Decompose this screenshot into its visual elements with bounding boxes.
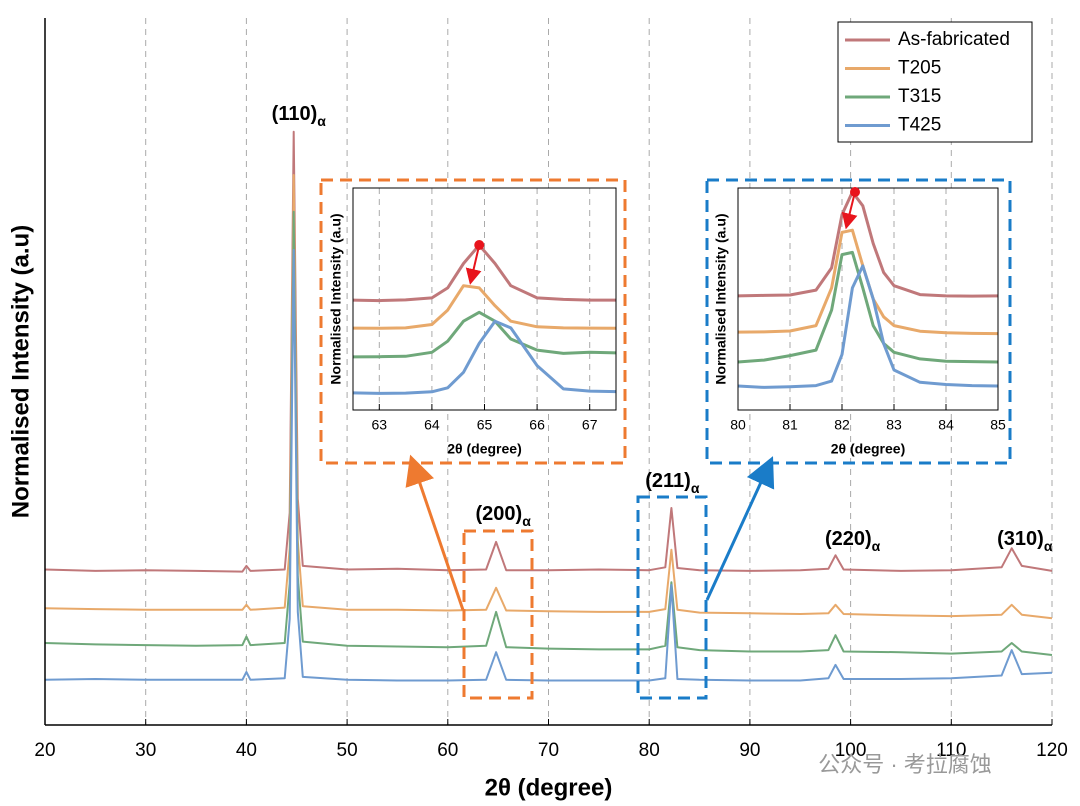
peak-label: (310)α — [997, 528, 1053, 553]
x-tick-label: 70 — [538, 740, 559, 761]
inset-box — [319, 178, 627, 465]
inset-x-title: 2θ (degree) — [831, 441, 905, 457]
legend-label: T425 — [898, 115, 941, 136]
peak-shift-arrow — [465, 244, 482, 285]
x-tick-label: 30 — [135, 740, 156, 761]
x-tick-label: 90 — [739, 740, 760, 761]
x-tick-label: 63 — [372, 417, 388, 433]
legend-label: T315 — [898, 86, 941, 107]
data-line — [737, 250, 999, 364]
inset-y-title: Normalised Intensity (a.u) — [713, 213, 729, 384]
peak-label: (220)α — [825, 528, 881, 553]
x-axis-title: 2θ (degree) — [485, 774, 613, 801]
x-tick-label: 20 — [34, 740, 55, 761]
callout-arrow — [705, 456, 775, 601]
highlight-box — [636, 495, 708, 700]
data-line — [44, 130, 1053, 573]
x-tick-label: 50 — [337, 740, 358, 761]
legend-box — [837, 21, 1033, 143]
peak-label: (200)α — [476, 503, 532, 528]
peak-label-text: (211) — [645, 470, 691, 492]
peak-label-text: (310) — [997, 528, 1044, 550]
inset-x-title: 2θ (degree) — [447, 441, 521, 457]
x-tick-label: 120 — [1036, 740, 1068, 761]
x-tick-label: 100 — [835, 740, 867, 761]
peak-label-text: (220) — [825, 528, 872, 550]
peak-label-sub: α — [522, 513, 531, 529]
x-tick-label: 64 — [424, 417, 440, 433]
inset-box — [705, 178, 1012, 465]
x-tick-label: 40 — [236, 740, 257, 761]
x-tick-label: 80 — [730, 417, 746, 433]
x-tick-label: 65 — [477, 417, 493, 433]
data-line — [44, 210, 1053, 656]
peak-label-sub: α — [872, 537, 881, 553]
x-tick-label: 67 — [582, 417, 598, 433]
x-tick-label: 85 — [990, 417, 1006, 433]
peak-marker — [850, 186, 860, 197]
data-line — [44, 174, 1053, 620]
highlight-box — [462, 529, 534, 700]
inset-y-title: Normalised Intensity (a.u) — [328, 213, 344, 384]
data-line — [737, 190, 999, 298]
data-line — [44, 248, 1053, 682]
y-axis-title: Normalised Intensity (a.u) — [7, 225, 34, 518]
data-line — [352, 310, 617, 359]
legend-label: T205 — [898, 58, 941, 79]
peak-label-sub: α — [1044, 537, 1053, 553]
inset-frame — [352, 187, 617, 411]
x-tick-label: 84 — [938, 417, 954, 433]
peak-shift-arrow — [841, 191, 858, 230]
peak-label-sub: α — [317, 113, 326, 129]
data-line — [737, 264, 999, 389]
peak-label-sub: α — [691, 479, 700, 495]
x-tick-label: 66 — [529, 417, 545, 433]
x-tick-label: 60 — [437, 740, 458, 761]
watermark: 公众号 · 考拉腐蚀 — [818, 752, 992, 777]
legend-label: As-fabricated — [898, 29, 1010, 50]
x-tick-label: 81 — [782, 417, 798, 433]
peak-label: (211)α — [645, 470, 700, 495]
inset-frame — [737, 187, 999, 411]
data-line — [352, 319, 617, 395]
peak-label: (110)α — [272, 103, 327, 128]
callout-arrow — [405, 454, 465, 611]
peak-label-text: (200) — [476, 503, 523, 525]
peak-marker — [474, 240, 485, 251]
x-tick-label: 83 — [886, 417, 902, 433]
data-line — [352, 284, 617, 330]
x-tick-label: 80 — [639, 740, 660, 761]
peak-label-text: (110) — [272, 103, 318, 125]
plot-layer: 20 30 40 50 60 70 80 90 100 110 120 2θ (degree) Norm… — [7, 18, 1068, 801]
x-tick-label: 110 — [936, 740, 966, 761]
x-tick-label: 82 — [834, 417, 850, 433]
